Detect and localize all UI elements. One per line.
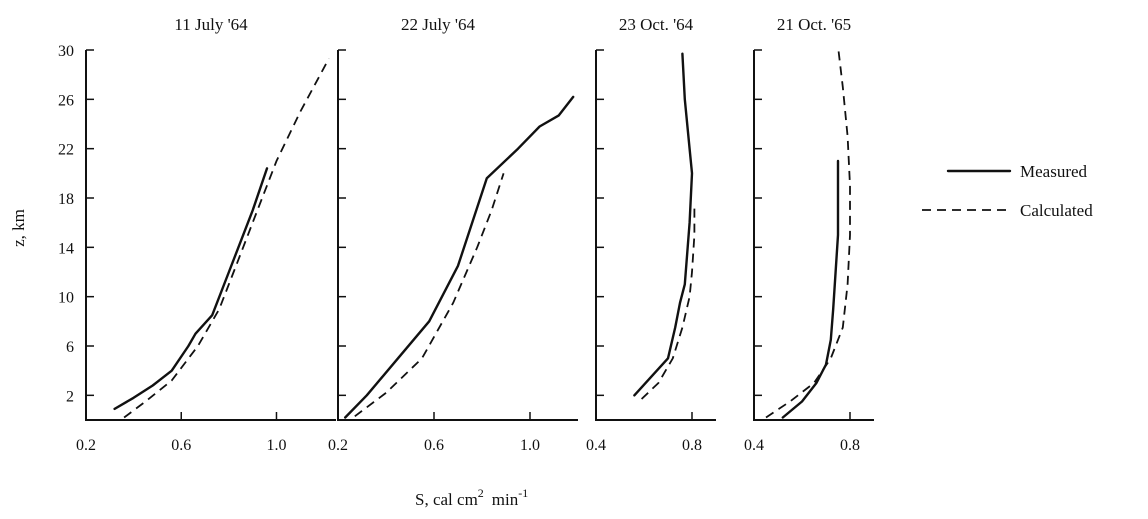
y-tick-label: 6: [66, 339, 74, 356]
legend: Measured Calculated: [922, 162, 1093, 220]
x-tick-label: 1.0: [520, 437, 540, 454]
panel-3-axes: [595, 50, 716, 421]
series-calculated-line: [123, 58, 330, 419]
panel-4-axes: [753, 50, 874, 421]
x-tick-label: 0.8: [682, 437, 702, 454]
panel-2-axes: [337, 50, 578, 421]
series-measured-line: [781, 159, 840, 419]
legend-measured-label: Measured: [1020, 162, 1088, 181]
y-tick-label: 22: [58, 142, 74, 159]
x-tick-label: 0.2: [328, 437, 348, 454]
y-tick-label: 30: [58, 43, 74, 60]
series-calculated-line: [354, 173, 505, 418]
panel-1-axes: [85, 50, 336, 421]
series-measured-line: [344, 95, 575, 419]
x-tick-label: 0.2: [76, 437, 96, 454]
panel-title: 22 July '64: [401, 15, 475, 34]
panel-title: 23 Oct. '64: [619, 15, 694, 34]
x-tick-label: 0.6: [424, 437, 444, 454]
panel-4: 0.4 0.8 21 Oct. '65: [744, 15, 874, 454]
x-axis-title: S, cal cm2 min-1: [415, 486, 528, 509]
series-measured-line: [113, 167, 269, 411]
y-tick-label: 10: [58, 290, 74, 307]
y-tick-label: 26: [58, 92, 74, 109]
x-axis-title-main: S, cal cm: [415, 490, 478, 509]
series-calculated-line: [765, 46, 851, 419]
series-measured-line: [633, 52, 694, 397]
y-axis-title: z, km: [9, 209, 28, 247]
y-tick-label: 18: [58, 191, 74, 208]
x-tick-label: 0.4: [586, 437, 606, 454]
x-tick-label: 1.0: [266, 437, 286, 454]
y-tick-label: 2: [66, 388, 74, 405]
x-tick-label: 0.8: [840, 437, 860, 454]
x-axis-title-sup1: 2: [478, 486, 484, 500]
x-axis-title-mid: min: [492, 490, 519, 509]
series-calculated-line: [640, 204, 696, 400]
panel-title: 11 July '64: [174, 15, 248, 34]
panel-3: 0.4 0.8 23 Oct. '64: [586, 15, 716, 454]
panel-2: 0.2 0.6 1.0 22 July '64: [328, 15, 578, 454]
y-tick-label: 14: [58, 240, 74, 257]
legend-calculated-label: Calculated: [1020, 201, 1093, 220]
panel-title: 21 Oct. '65: [777, 15, 851, 34]
x-axis-title-sup2: -1: [518, 486, 528, 500]
x-tick-label: 0.4: [744, 437, 764, 454]
x-tick-label: 0.6: [171, 437, 191, 454]
